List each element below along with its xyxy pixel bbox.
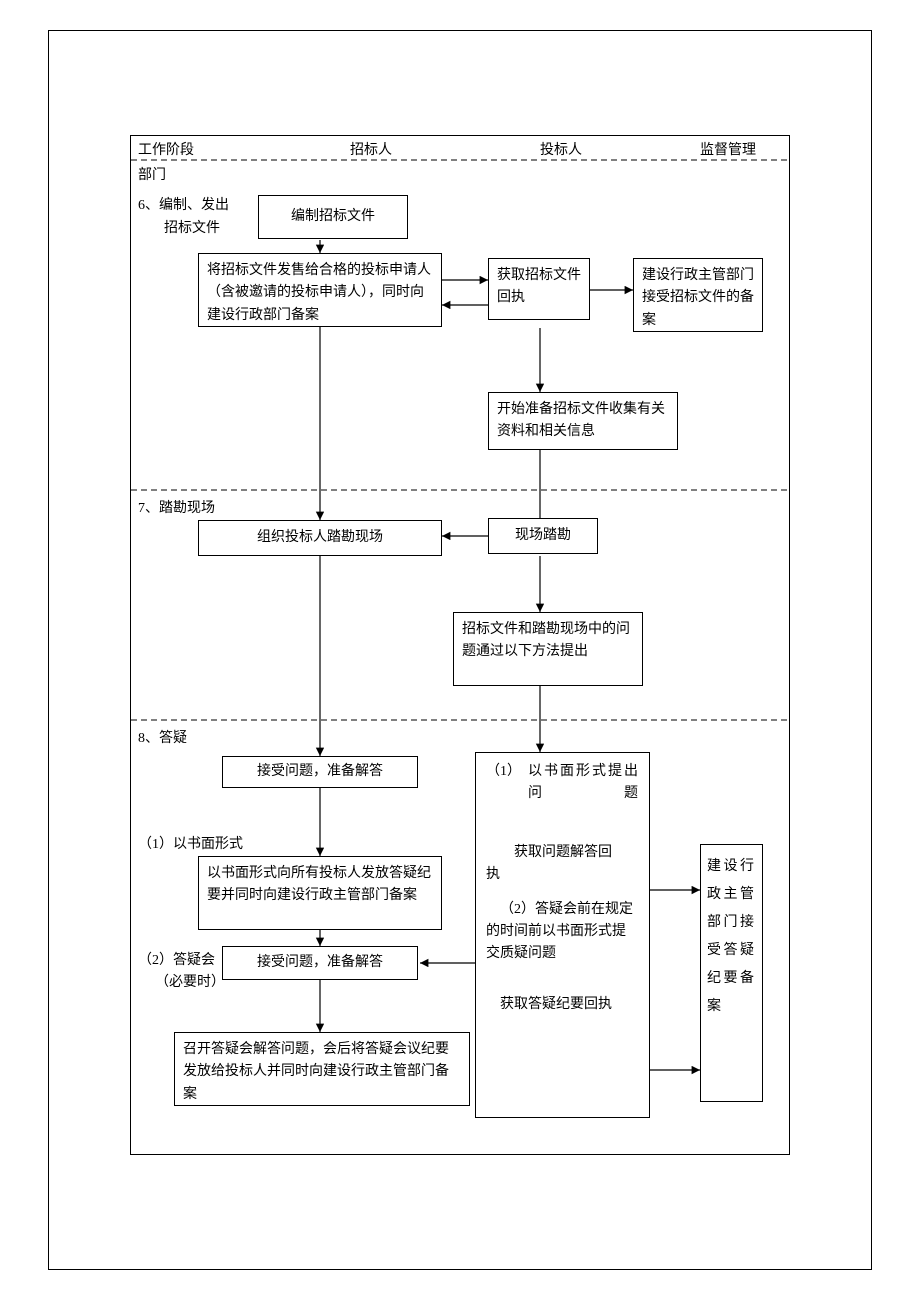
- header-col3: 投标人: [540, 140, 582, 162]
- bidder-qa-1-label: （1）: [486, 761, 528, 806]
- box-receipt: 获取招标文件回执: [488, 258, 590, 320]
- stage8-label: 8、答疑: [138, 728, 187, 750]
- box-written-answer: 以书面形式向所有投标人发放答疑纪要并同时向建设行政主管部门备案: [198, 856, 442, 930]
- dept-record-text: 建设行政主管部门接受答疑纪要备案: [707, 853, 756, 1021]
- box-submit-questions: 招标文件和踏勘现场中的问题通过以下方法提出: [453, 612, 643, 686]
- stage8-sub1-label: （1）以书面形式: [138, 834, 243, 856]
- bidder-qa-receipt1: 获取问题解答回: [486, 842, 639, 864]
- box-accept-q2: 接受问题，准备解答: [222, 946, 418, 980]
- header-col2: 招标人: [350, 140, 392, 162]
- stage6-label-line1: 6、编制、发出: [138, 195, 229, 217]
- bidder-qa-receipt1-prefix: 执: [486, 864, 639, 886]
- box-dept-record: 建设行政主管部门接受答疑纪要备案: [700, 844, 763, 1102]
- box-meeting: 召开答疑会解答问题，会后将答疑会议纪要发放给投标人并同时向建设行政主管部门备案: [174, 1032, 470, 1106]
- box-organize-visit: 组织投标人踏勘现场: [198, 520, 442, 556]
- box-accept-q1: 接受问题，准备解答: [222, 756, 418, 788]
- stage6-label-line2: 招标文件: [164, 218, 220, 240]
- box-distribute-docs: 将招标文件发售给合格的投标申请人（含被邀请的投标申请人），同时向建设行政部门备案: [198, 253, 442, 327]
- box-dept-accept: 建设行政主管部门接受招标文件的备案: [633, 258, 763, 332]
- header-col1: 工作阶段: [138, 140, 194, 162]
- box-bidder-qa: （1） 以书面形式提出问题 获取问题解答回 执 （2）答疑会前在规定的时间前以书…: [475, 752, 650, 1118]
- header-col4-line2: 部门: [138, 165, 166, 187]
- header-col4: 监督管理: [700, 140, 756, 162]
- stage7-label: 7、踏勘现场: [138, 498, 215, 520]
- box-site-visit: 现场踏勘: [488, 518, 598, 554]
- bidder-qa-receipt2: 获取答疑纪要回执: [486, 994, 639, 1016]
- stage8-sub2-label-line1: （2）答疑会: [138, 950, 215, 972]
- bidder-qa-2: （2）答疑会前在规定的时间前以书面形式提交质疑问题: [486, 899, 639, 966]
- stage8-sub2-label-line2: （必要时）: [155, 972, 225, 994]
- bidder-qa-1-text: 以书面形式提出问题: [528, 761, 639, 806]
- box-compile-docs: 编制招标文件: [258, 195, 408, 239]
- box-prepare-materials: 开始准备招标文件收集有关资料和相关信息: [488, 392, 678, 450]
- page: 工作阶段 招标人 投标人 监督管理 部门 6、编制、发出 招标文件 编制招标文件…: [0, 0, 920, 1302]
